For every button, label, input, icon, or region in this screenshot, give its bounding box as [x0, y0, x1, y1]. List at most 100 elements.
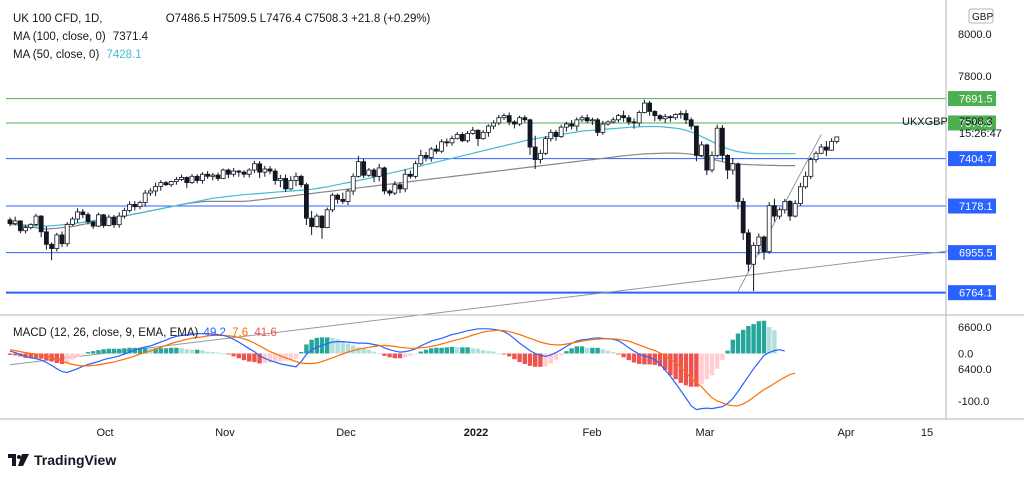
candle-body: [355, 161, 361, 177]
candle-body: [735, 163, 741, 202]
level-label: 7404.7: [959, 154, 993, 166]
candle-body: [605, 121, 611, 125]
candle-body: [678, 113, 684, 115]
candle-body: [132, 203, 138, 208]
candle-body: [829, 140, 834, 151]
candle-body: [366, 169, 372, 176]
candle-body: [179, 176, 185, 180]
candle-body: [75, 211, 80, 220]
macd-histogram-bar: [387, 353, 392, 358]
candle-body: [662, 116, 668, 120]
macd-line: [9, 328, 785, 411]
macd-histogram-bar: [101, 349, 106, 354]
macd-histogram-bar: [522, 353, 527, 364]
level-label: 7691.5: [959, 94, 993, 106]
macd-histogram-bar: [33, 353, 39, 359]
candle-body: [298, 175, 304, 186]
time-tick-label: Feb: [583, 427, 602, 439]
candle-body: [12, 220, 18, 225]
legend-macd[interactable]: MACD (12, 26, close, 9, EMA, EMA) 49.2 7…: [13, 326, 277, 340]
time-tick-label: 15: [921, 427, 933, 439]
candle-body: [402, 173, 408, 190]
candle-body: [303, 184, 309, 219]
macd-histogram-bar: [631, 353, 637, 363]
candle-body: [23, 227, 29, 232]
macd-histogram-bar: [517, 353, 522, 363]
macd-histogram-bar: [694, 353, 699, 387]
macd-histogram-bar: [559, 353, 564, 356]
price-pane[interactable]: [6, 98, 952, 366]
candle-body: [480, 131, 486, 140]
macd-pane[interactable]: [7, 320, 796, 411]
candle-body: [475, 129, 481, 140]
candle-body: [720, 127, 725, 156]
macd-histogram-bar: [418, 351, 423, 354]
macd-histogram-bar: [143, 347, 148, 354]
candle-body: [17, 220, 23, 232]
macd-histogram-bar: [605, 350, 611, 354]
macd-histogram-bar: [449, 346, 455, 354]
macd-tick-label: -100.0: [958, 396, 989, 408]
candle-body: [80, 211, 86, 216]
macd-histogram-bar: [184, 349, 189, 354]
candle-body: [371, 169, 377, 177]
legend-ma100[interactable]: MA (100, close, 0) 7371.4: [13, 30, 148, 44]
macd-histogram-bar: [23, 353, 28, 358]
currency-box: [968, 8, 994, 24]
level-label-box: [948, 198, 996, 214]
macd-histogram-bar: [70, 353, 75, 360]
level-label-box: [948, 151, 996, 167]
time-tick-label: 2022: [464, 427, 488, 439]
legend-ma50[interactable]: MA (50, close, 0) 7428.1: [13, 48, 142, 62]
candle-body: [787, 201, 793, 217]
candle-body: [616, 115, 621, 121]
macd-histogram-bar: [257, 353, 262, 364]
macd-histogram-bar: [501, 353, 507, 355]
candle-body: [59, 234, 65, 245]
candle-body: [449, 138, 455, 144]
macd-histogram-bar: [486, 351, 491, 354]
candle-body: [272, 170, 278, 181]
candle-body: [584, 117, 590, 122]
macd-histogram-bar: [761, 320, 767, 354]
candle-body: [267, 168, 273, 172]
macd-histogram-bar: [96, 350, 101, 354]
macd-tick-label: 0.0: [958, 349, 973, 361]
candle-body: [111, 216, 117, 226]
macd-histogram-bar: [371, 351, 377, 354]
macd-histogram-bar: [548, 353, 553, 364]
macd-histogram-bar: [345, 343, 351, 354]
candle-body: [751, 244, 756, 265]
macd-histogram-bar: [75, 353, 80, 357]
macd-histogram-bar: [543, 353, 548, 367]
candle-body: [309, 217, 315, 227]
symbol-title[interactable]: UK 100 CFD, 1D,: [13, 13, 103, 25]
candle-body: [730, 163, 736, 171]
candle-body: [90, 221, 96, 227]
candle-body: [49, 243, 54, 249]
macd-histogram-bar: [267, 353, 273, 363]
level-label: 6955.5: [959, 248, 993, 260]
candle-body: [314, 215, 320, 227]
macd-histogram-bar: [325, 337, 330, 354]
candle-body: [548, 131, 554, 140]
macd-histogram-bar: [293, 353, 299, 359]
candle-body: [231, 170, 237, 175]
candle-body: [147, 190, 153, 194]
candle-body: [688, 119, 694, 127]
candle-body: [610, 119, 616, 123]
macd-histogram-bar: [611, 352, 616, 354]
candle-body: [137, 202, 143, 208]
macd-histogram-bar: [65, 353, 70, 363]
candle-body: [761, 236, 767, 253]
candle-body: [824, 146, 829, 151]
candle-body: [153, 185, 159, 192]
macd-histogram-bar: [7, 353, 13, 355]
level-label-box: [948, 245, 996, 261]
macd-histogram-bar: [127, 347, 132, 354]
macd-histogram-bar: [106, 348, 111, 354]
candle-body: [590, 119, 595, 122]
candle-body: [241, 171, 247, 175]
tradingview-logo[interactable]: TradingView: [8, 452, 116, 468]
